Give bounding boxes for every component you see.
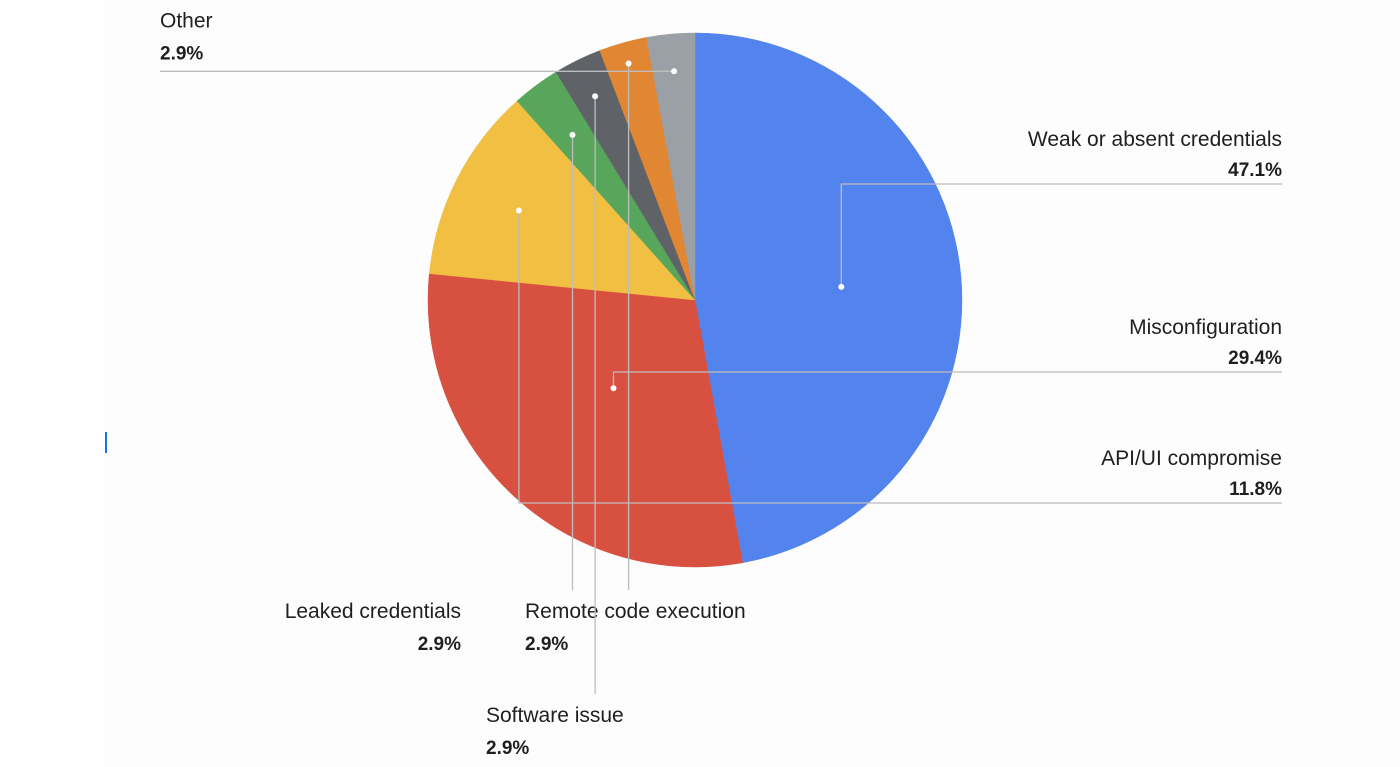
pie-callouts: Weak or absent credentials 47.1% Misconfig… [160, 9, 1282, 759]
callout-api-ui-compromise: API/UI compromise 11.8% [515, 207, 1282, 504]
callout-weak-or-absent-credentials: Weak or absent credentials 47.1% [838, 128, 1282, 290]
pie-slice-misconfiguration [427, 273, 743, 568]
leader-line [518, 210, 1282, 504]
slice-label-misconfiguration: Misconfiguration [1129, 316, 1282, 339]
pie-slice-other [646, 32, 696, 301]
callout-remote-code-execution: Remote code execution 2.9% [525, 131, 746, 655]
callout-leaked-credentials: Leaked credentials 2.9% [285, 60, 632, 655]
callout-software-issue: Software issue 2.9% [486, 93, 624, 759]
callout-misconfiguration: Misconfiguration 29.4% [610, 316, 1282, 392]
slice-label-api-ui-compromise: API/UI compromise [1101, 447, 1282, 470]
slice-label-weak-or-absent-credentials: Weak or absent credentials [1028, 128, 1282, 151]
slice-value-misconfiguration: 29.4% [1228, 348, 1282, 369]
pie-slice-weak-or-absent-credentials [694, 32, 963, 564]
callout-anchor-dot [592, 93, 599, 100]
slice-value-remote-code-execution: 2.9% [525, 634, 568, 655]
slice-label-remote-code-execution: Remote code execution [525, 600, 746, 623]
slice-value-api-ui-compromise: 11.8% [1229, 479, 1282, 500]
callout-other: Other 2.9% [160, 9, 678, 75]
pie-slices [427, 32, 963, 568]
leader-line [612, 371, 1282, 389]
callout-anchor-dot [838, 283, 845, 290]
callout-anchor-dot [610, 385, 617, 392]
edge-marker [105, 432, 107, 453]
callout-anchor-dot [515, 207, 522, 214]
leader-line [840, 183, 1282, 287]
slice-label-other: Other [160, 9, 213, 32]
callout-anchor-dot [569, 131, 576, 138]
callout-anchor-dot [625, 60, 632, 67]
slice-value-leaked-credentials: 2.9% [418, 634, 461, 655]
slice-label-leaked-credentials: Leaked credentials [285, 600, 461, 623]
slice-value-weak-or-absent-credentials: 47.1% [1228, 160, 1282, 181]
callout-anchor-dot [671, 68, 678, 75]
slice-value-other: 2.9% [160, 43, 203, 64]
slice-label-software-issue: Software issue [486, 704, 624, 727]
slice-value-software-issue: 2.9% [486, 738, 529, 759]
